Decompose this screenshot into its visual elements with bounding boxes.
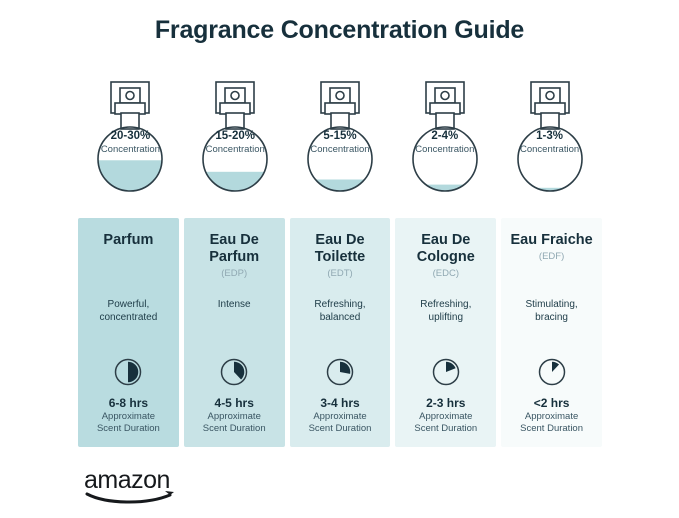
scent-duration-value: <2 hrs	[533, 396, 570, 410]
scent-duration-value: 6-8 hrs	[108, 396, 149, 410]
scent-duration-value: 2-3 hrs	[426, 396, 466, 410]
fragrance-card[interactable]: Parfum Powerful, concentrated 6-8 hrs Approx…	[78, 218, 179, 447]
scent-duration-label: Approximate Scent Duration	[202, 411, 266, 434]
svg-text:amazon: amazon	[84, 466, 170, 494]
clock-pie-icon	[538, 358, 565, 386]
fragrance-abbreviation: (EDP)	[221, 268, 248, 279]
fragrance-name: Eau De Parfum	[209, 232, 260, 265]
clock-icon-wrap	[538, 358, 566, 391]
fragrance-name: Eau De Cologne	[416, 232, 475, 265]
cards-row: Parfum Powerful, concentrated 6-8 hrs Approx…	[78, 218, 602, 447]
perfume-bottle-icon	[411, 81, 478, 192]
clock-pie-icon	[220, 358, 248, 386]
fragrance-name: Parfum	[103, 232, 154, 248]
bottle-cell: 20-30% Concentration	[78, 80, 183, 205]
fragrance-name: Eau Fraiche	[510, 232, 593, 248]
perfume-bottle-icon	[202, 81, 268, 192]
perfume-bottle-icon	[307, 81, 373, 192]
fragrance-description: Intense	[217, 299, 251, 310]
clock-pie-icon	[115, 358, 142, 386]
clock-pie-icon	[432, 358, 460, 386]
fragrance-card[interactable]: Eau De Toilette (EDT) Refreshing, balanced 3…	[289, 218, 391, 447]
scent-duration-label: Approximate Scent Duration	[96, 411, 160, 434]
fragrance-description: Refreshing, balanced	[314, 299, 366, 323]
clock-icon-wrap	[220, 358, 248, 391]
scent-duration-label: Approximate Scent Duration	[520, 411, 583, 434]
fragrance-abbreviation: (EDT)	[327, 268, 353, 279]
scent-duration-value: 3-4 hrs	[320, 396, 360, 410]
scent-duration-label: Approximate Scent Duration	[414, 411, 478, 434]
bottle-cell: 2-4% Concentration	[392, 80, 497, 205]
bottle-cell: 1-3% Concentration	[497, 80, 602, 205]
scent-duration-value: 4-5 hrs	[214, 396, 254, 410]
bottle-cell: 15-20% Concentration	[183, 80, 288, 205]
fragrance-description: Stimulating, bracing	[525, 299, 578, 323]
page-title: Fragrance Concentration Guide	[154, 16, 525, 44]
fragrance-description: Refreshing, uplifting	[420, 299, 472, 323]
perfume-bottle-icon	[516, 81, 583, 192]
fragrance-card[interactable]: Eau De Parfum (EDP) Intense 4-5 hrs Approxim…	[183, 218, 285, 447]
fragrance-description: Powerful, concentrated	[99, 299, 158, 323]
clock-pie-icon	[326, 358, 354, 386]
fragrance-abbreviation: (EDC)	[432, 268, 459, 279]
amazon-smile-logo: amazon	[84, 466, 174, 504]
clock-icon-wrap	[114, 358, 142, 391]
bottles-row: 20-30% Concentration 15-20% Concentration 5-…	[78, 80, 602, 205]
bottle-cell: 5-15% Concentration	[288, 80, 393, 205]
clock-icon-wrap	[432, 358, 460, 391]
fragrance-card[interactable]: Eau De Cologne (EDC) Refreshing, uplifting 2…	[395, 218, 497, 447]
fragrance-name: Eau De Toilette	[314, 232, 366, 265]
fragrance-card[interactable]: Eau Fraiche (EDF) Stimulating, bracing <2 hr…	[501, 218, 602, 447]
fragrance-abbreviation: (EDF)	[538, 251, 565, 262]
clock-icon-wrap	[326, 358, 354, 391]
scent-duration-label: Approximate Scent Duration	[308, 411, 372, 434]
perfume-bottle-icon	[97, 81, 164, 192]
